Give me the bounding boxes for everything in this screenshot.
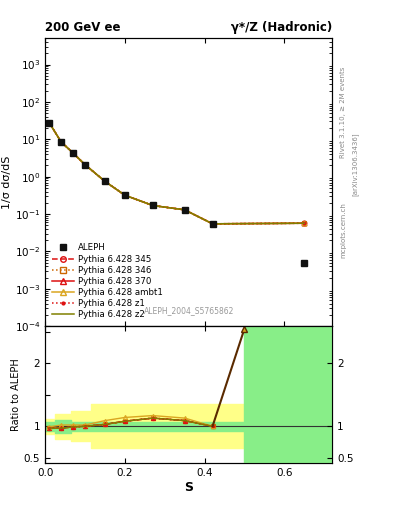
Text: [arXiv:1306.3436]: [arXiv:1306.3436] xyxy=(352,132,358,196)
Y-axis label: 1/σ dσ/dS: 1/σ dσ/dS xyxy=(2,156,12,209)
Text: 200 GeV ee: 200 GeV ee xyxy=(45,21,121,34)
Text: mcplots.cern.ch: mcplots.cern.ch xyxy=(340,202,346,259)
Text: Rivet 3.1.10, ≥ 2M events: Rivet 3.1.10, ≥ 2M events xyxy=(340,67,346,158)
X-axis label: S: S xyxy=(184,481,193,494)
Y-axis label: Ratio to ALEPH: Ratio to ALEPH xyxy=(11,358,21,431)
Text: γ*/Z (Hadronic): γ*/Z (Hadronic) xyxy=(231,21,332,34)
Text: ALEPH_2004_S5765862: ALEPH_2004_S5765862 xyxy=(143,306,234,315)
Legend: ALEPH, Pythia 6.428 345, Pythia 6.428 346, Pythia 6.428 370, Pythia 6.428 ambt1,: ALEPH, Pythia 6.428 345, Pythia 6.428 34… xyxy=(50,241,165,322)
